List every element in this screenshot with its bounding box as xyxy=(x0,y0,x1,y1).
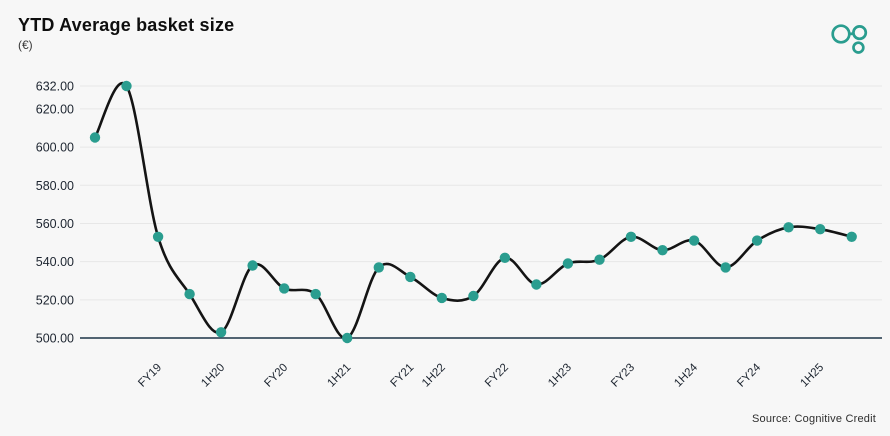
data-point-marker[interactable] xyxy=(89,132,101,143)
data-point-marker[interactable] xyxy=(215,327,227,338)
logo-medium-circle xyxy=(852,25,868,41)
y-tick-label: 632.00 xyxy=(36,80,74,94)
x-tick-label: FY22 xyxy=(483,362,511,390)
x-tick-label: 1H20 xyxy=(199,362,227,390)
x-tick-label: 1H22 xyxy=(420,362,448,390)
data-point-marker[interactable] xyxy=(342,332,353,344)
data-point-marker[interactable] xyxy=(499,252,511,263)
data-point-marker[interactable] xyxy=(783,222,794,233)
x-tick-label: FY24 xyxy=(735,361,763,389)
data-point-marker[interactable] xyxy=(405,271,416,283)
data-point-marker[interactable] xyxy=(625,231,637,242)
y-tick-label: 620.00 xyxy=(36,102,74,116)
chart-subtitle: (€) xyxy=(18,38,33,52)
data-point-marker[interactable] xyxy=(562,258,574,269)
y-tick-label: 500.00 xyxy=(36,332,74,346)
data-point-marker[interactable] xyxy=(688,235,700,246)
data-point-marker[interactable] xyxy=(184,288,195,300)
data-point-marker[interactable] xyxy=(373,262,384,273)
data-point-marker[interactable] xyxy=(531,279,542,290)
x-tick-label: 1H25 xyxy=(798,362,826,390)
data-point-marker[interactable] xyxy=(310,288,321,300)
y-tick-label: 540.00 xyxy=(36,255,74,269)
cognitive-credit-logo-icon xyxy=(831,24,868,54)
data-point-marker[interactable] xyxy=(468,290,479,302)
logo-large-circle xyxy=(831,24,851,44)
data-point-marker[interactable] xyxy=(247,260,258,271)
y-tick-label: 600.00 xyxy=(36,141,74,155)
page-title: YTD Average basket size xyxy=(18,15,235,35)
data-point-marker[interactable] xyxy=(594,254,605,265)
x-tick-label: FY21 xyxy=(388,362,416,390)
data-point-marker[interactable] xyxy=(846,231,857,242)
logo-small-circle xyxy=(852,41,865,54)
data-point-marker[interactable] xyxy=(121,80,132,92)
data-point-marker[interactable] xyxy=(657,245,668,256)
chart-header: YTD Average basket size (€) xyxy=(18,14,234,52)
data-point-marker[interactable] xyxy=(436,292,447,304)
data-point-marker[interactable] xyxy=(279,283,290,294)
x-tick-label: 1H23 xyxy=(546,362,574,390)
data-point-marker[interactable] xyxy=(815,224,826,235)
x-tick-label: 1H24 xyxy=(672,361,700,389)
source-caption: Source: Cognitive Credit xyxy=(751,413,876,425)
y-tick-label: 560.00 xyxy=(36,217,74,231)
x-tick-label: FY23 xyxy=(609,362,637,390)
y-tick-label: 520.00 xyxy=(36,293,74,307)
data-point-marker[interactable] xyxy=(751,235,763,246)
data-point-marker[interactable] xyxy=(720,262,731,273)
x-tick-label: 1H21 xyxy=(325,362,353,390)
y-tick-label: 580.00 xyxy=(36,179,74,193)
x-tick-label: FY19 xyxy=(136,362,164,390)
x-tick-label: FY20 xyxy=(262,362,290,390)
data-point-marker[interactable] xyxy=(152,231,164,242)
